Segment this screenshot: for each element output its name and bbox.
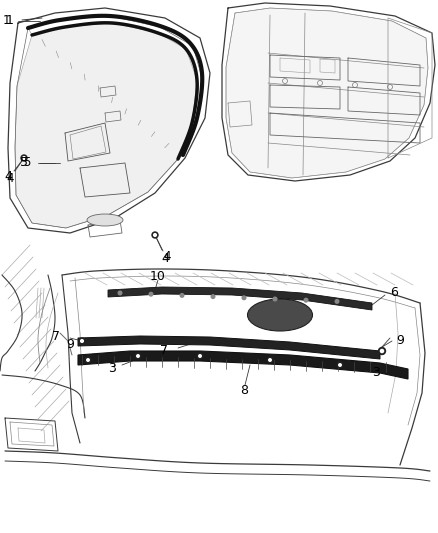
Circle shape (335, 300, 339, 303)
Circle shape (267, 357, 273, 363)
Text: 5: 5 (23, 157, 30, 169)
Circle shape (23, 157, 25, 159)
Ellipse shape (247, 299, 312, 331)
Text: 4: 4 (163, 249, 170, 262)
Circle shape (85, 357, 91, 363)
Circle shape (381, 350, 384, 352)
Text: 7: 7 (52, 329, 60, 343)
Text: 4: 4 (161, 252, 169, 264)
Circle shape (211, 295, 215, 298)
Polygon shape (15, 23, 197, 228)
Text: 7: 7 (160, 343, 168, 357)
Circle shape (137, 355, 139, 357)
Text: 9: 9 (396, 334, 404, 346)
Circle shape (87, 359, 89, 361)
Circle shape (79, 338, 85, 344)
Circle shape (242, 296, 246, 300)
Circle shape (339, 364, 341, 366)
Polygon shape (108, 287, 372, 310)
Circle shape (152, 232, 158, 238)
Circle shape (81, 340, 83, 342)
Circle shape (135, 353, 141, 359)
Polygon shape (226, 8, 428, 178)
Text: 8: 8 (240, 384, 248, 398)
Text: 4: 4 (4, 171, 12, 183)
Circle shape (118, 291, 122, 295)
Circle shape (149, 293, 153, 296)
Text: 3: 3 (372, 367, 380, 379)
Text: 3: 3 (108, 361, 116, 375)
Circle shape (180, 294, 184, 297)
Text: 6: 6 (390, 287, 398, 300)
Text: 1: 1 (3, 14, 10, 28)
Circle shape (337, 362, 343, 368)
Text: 4: 4 (6, 172, 14, 184)
Circle shape (197, 353, 203, 359)
Circle shape (269, 359, 271, 361)
Circle shape (21, 155, 27, 161)
Polygon shape (78, 351, 408, 379)
Text: 10: 10 (150, 270, 166, 282)
Text: 1: 1 (6, 13, 14, 27)
Circle shape (154, 233, 156, 236)
Text: 5: 5 (20, 157, 28, 169)
Ellipse shape (87, 214, 123, 226)
Circle shape (378, 348, 385, 354)
Circle shape (273, 297, 277, 301)
Circle shape (199, 355, 201, 357)
Polygon shape (78, 336, 380, 359)
Circle shape (304, 298, 308, 302)
Text: 9: 9 (66, 338, 74, 351)
